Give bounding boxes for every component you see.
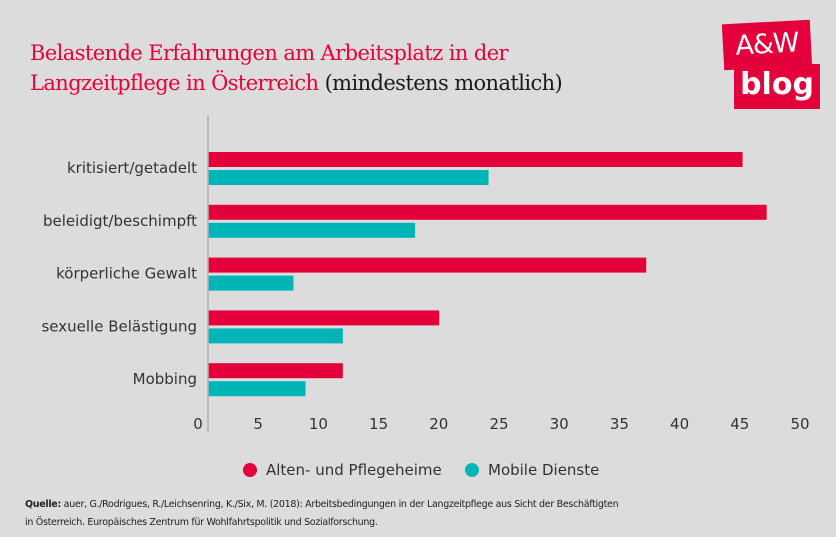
source-note: Quelle: auer, G./Rodrigues, R./Leichsenr… bbox=[25, 496, 625, 532]
bar-alten-pflegeheime bbox=[208, 152, 743, 167]
bar-alten-pflegeheime bbox=[208, 310, 440, 326]
bar-mobile-dienste bbox=[208, 170, 489, 185]
title-line-1: Belastende Erfahrungen am Arbeitsplatz i… bbox=[30, 41, 509, 65]
x-tick-label: 15 bbox=[369, 415, 388, 433]
aw-blog-logo[interactable]: A&W blog bbox=[712, 16, 820, 109]
title-line-2: Langzeitpflege in Österreich (mindestens… bbox=[30, 68, 563, 98]
category-label: körperliche Gewalt bbox=[56, 265, 197, 283]
legend-label: Alten- und Pflegeheime bbox=[266, 461, 442, 479]
x-tick-label: 10 bbox=[309, 415, 328, 433]
source-text: auer, G./Rodrigues, R./Leichsenring, K./… bbox=[25, 499, 619, 528]
legend-marker bbox=[465, 463, 479, 477]
bar-mobile-dienste bbox=[208, 328, 343, 344]
x-tick-label: 0 bbox=[193, 415, 203, 433]
x-tick-label: 20 bbox=[429, 415, 448, 433]
category-label: beleidigt/beschimpft bbox=[43, 212, 197, 230]
x-tick-label: 5 bbox=[253, 415, 263, 433]
title-line-2-main: Langzeitpflege in Österreich bbox=[30, 71, 319, 95]
x-tick-label: 35 bbox=[610, 415, 629, 433]
legend-marker bbox=[243, 463, 257, 477]
bar-alten-pflegeheime bbox=[208, 257, 647, 273]
chart-title: Belastende Erfahrungen am Arbeitsplatz i… bbox=[30, 38, 563, 98]
bar-alten-pflegeheime bbox=[208, 204, 767, 220]
category-label: kritisiert/getadelt bbox=[67, 159, 197, 177]
bar-alten-pflegeheime bbox=[208, 363, 343, 379]
title-subtitle: (mindestens monatlich) bbox=[324, 71, 563, 95]
x-tick-label: 25 bbox=[489, 415, 508, 433]
legend: Alten- und Pflegeheime Mobile Dienste bbox=[243, 461, 599, 479]
bar-chart: kritisiert/getadelt beleidigt/beschimpft k… bbox=[41, 115, 810, 479]
bar-mobile-dienste bbox=[208, 381, 306, 397]
bar-mobile-dienste bbox=[208, 222, 416, 238]
x-tick-label: 45 bbox=[730, 415, 749, 433]
bar-mobile-dienste bbox=[208, 275, 294, 291]
logo-blog: blog bbox=[734, 64, 820, 109]
x-tick-label: 30 bbox=[550, 415, 569, 433]
x-tick-label: 40 bbox=[670, 415, 689, 433]
category-label: sexuelle Belästigung bbox=[41, 317, 197, 335]
source-label: Quelle: bbox=[25, 499, 61, 510]
legend-label: Mobile Dienste bbox=[488, 461, 599, 479]
x-tick-label: 50 bbox=[790, 415, 809, 433]
category-label: Mobbing bbox=[133, 370, 197, 388]
